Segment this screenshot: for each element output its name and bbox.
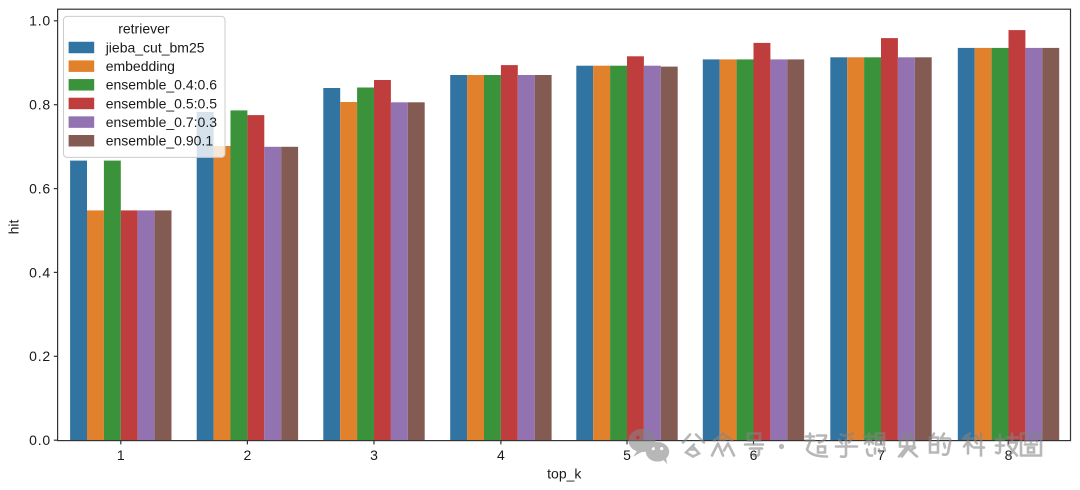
svg-text:5: 5 <box>623 447 631 463</box>
svg-text:0.6: 0.6 <box>29 181 51 197</box>
svg-text:jieba_cut_bm25: jieba_cut_bm25 <box>105 39 205 55</box>
svg-text:1.0: 1.0 <box>29 13 51 29</box>
svg-text:0.8: 0.8 <box>29 97 51 113</box>
svg-text:ensemble_0.5:0.5: ensemble_0.5:0.5 <box>106 95 218 111</box>
svg-text:0.0: 0.0 <box>29 432 51 448</box>
svg-text:embedding: embedding <box>106 58 175 74</box>
svg-text:ensemble_0.7:0.3: ensemble_0.7:0.3 <box>106 114 218 130</box>
svg-text:4: 4 <box>497 447 505 463</box>
svg-text:top_k: top_k <box>547 465 582 481</box>
svg-text:ensemble_0.4:0.6: ensemble_0.4:0.6 <box>106 77 218 93</box>
svg-text:3: 3 <box>370 447 378 463</box>
svg-text:1: 1 <box>117 447 125 463</box>
svg-text:0.2: 0.2 <box>29 348 51 364</box>
svg-text:0.4: 0.4 <box>29 264 51 280</box>
svg-text:ensemble_0.90.1: ensemble_0.90.1 <box>106 133 214 149</box>
svg-text:7: 7 <box>877 447 885 463</box>
svg-text:retriever: retriever <box>118 21 170 37</box>
svg-text:hit: hit <box>6 220 22 235</box>
svg-text:2: 2 <box>244 447 252 463</box>
